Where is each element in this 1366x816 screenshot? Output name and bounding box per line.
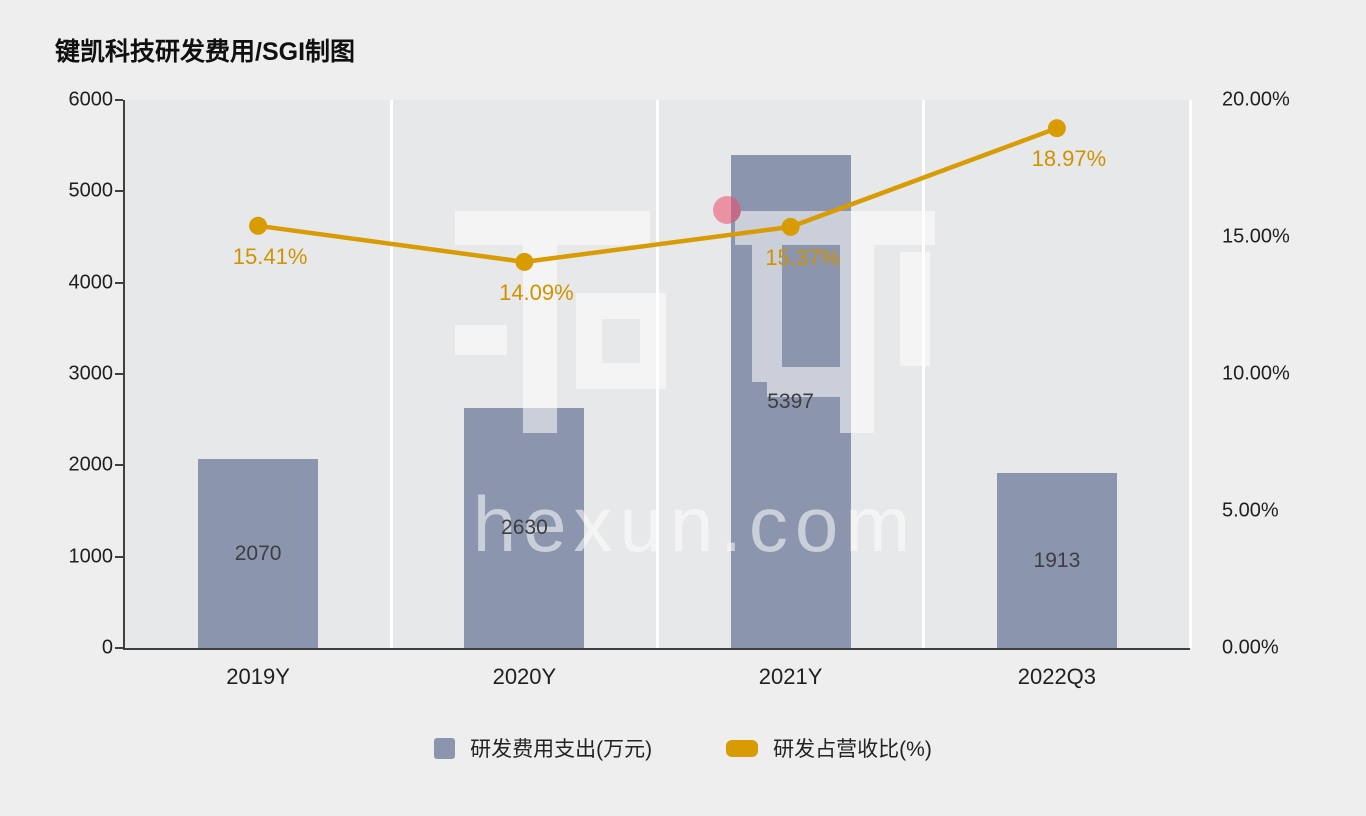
legend-item-rd-ratio[interactable]: 研发占营收比(%)	[726, 733, 932, 763]
x-axis-label-2021Y: 2021Y	[758, 664, 823, 689]
bar-value-label-2022Q3: 1913	[1033, 548, 1081, 572]
left-axis-tickmark	[115, 190, 123, 193]
bottom-axis-line	[123, 648, 1190, 650]
legend-item-rd-expense[interactable]: 研发费用支出(万元)	[434, 733, 652, 763]
ratio-value-label-2021Y: 15.37%	[765, 244, 840, 270]
line-series-swatch	[726, 739, 759, 757]
bar-2022Q3	[996, 473, 1117, 648]
x-axis-label-2020Y: 2020Y	[492, 664, 557, 689]
right-axis-tick-label: 20.00%	[1222, 88, 1290, 111]
left-axis-tickmark	[115, 99, 123, 101]
left-axis-tick-label: 1000	[68, 545, 114, 568]
left-axis-tick-label: 3000	[68, 362, 114, 385]
right-axis-tick-label: 10.00%	[1222, 362, 1290, 385]
bar-series-swatch	[434, 737, 456, 759]
left-axis-tick-label: 5000	[68, 179, 114, 202]
left-axis-tick-label: 0	[101, 636, 113, 659]
watermark-red-dot	[713, 196, 741, 224]
chart-title: 键凯科技研发费用/SGI制图	[55, 38, 356, 66]
legend-label-rd-expense: 研发费用支出(万元)	[470, 738, 653, 761]
bar-value-label-2021Y: 5397	[767, 389, 814, 413]
left-axis-line	[123, 100, 125, 650]
legend-label-rd-ratio: 研发占营收比(%)	[773, 738, 932, 761]
left-axis-tickmark	[115, 464, 123, 467]
gridline-vertical	[922, 100, 926, 648]
ratio-value-label-2020Y: 14.09%	[499, 279, 574, 305]
left-axis-tick-label: 2000	[68, 453, 114, 476]
left-axis-tickmark	[115, 647, 123, 649]
right-axis-tick-label: 5.00%	[1222, 499, 1279, 522]
left-axis-tick-label: 4000	[68, 271, 114, 294]
left-axis-tickmark	[115, 373, 123, 375]
legend: 研发费用支出(万元) 研发占营收比(%)	[0, 733, 1366, 763]
left-axis-tickmark	[115, 281, 123, 284]
ratio-value-label-2019Y: 15.41%	[232, 243, 308, 269]
ratio-value-label-2022Q3: 18.97%	[1031, 146, 1107, 172]
bar-2019Y	[198, 458, 319, 648]
bar-2020Y	[464, 407, 585, 648]
x-axis-label-2019Y: 2019Y	[226, 664, 290, 689]
watermark: hexun.com	[435, 188, 955, 570]
bar-value-label-2020Y: 2630	[501, 515, 548, 539]
watermark-domain: hexun.com	[472, 480, 918, 568]
right-axis-tick-label: 0.00%	[1222, 636, 1279, 659]
x-axis-label-2022Q3: 2022Q3	[1017, 664, 1097, 689]
watermark-logo-glyphs	[455, 196, 935, 433]
right-axis-tick-label: 15.00%	[1222, 225, 1290, 248]
gridline-vertical	[389, 100, 393, 648]
left-axis-tickmark	[115, 555, 123, 558]
bar-value-label-2019Y: 2070	[234, 541, 282, 565]
left-axis-tick-label: 6000	[68, 88, 114, 111]
gridline-vertical	[1188, 100, 1192, 648]
